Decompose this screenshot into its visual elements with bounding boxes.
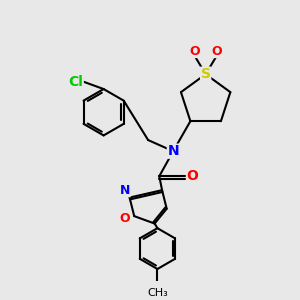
Text: N: N bbox=[167, 144, 179, 158]
Text: N: N bbox=[120, 184, 130, 197]
Text: O: O bbox=[189, 44, 200, 58]
Text: CH₃: CH₃ bbox=[147, 289, 168, 298]
Text: Cl: Cl bbox=[68, 75, 83, 88]
Text: S: S bbox=[201, 67, 211, 81]
Text: O: O bbox=[120, 212, 130, 225]
Text: O: O bbox=[212, 44, 222, 58]
Text: O: O bbox=[187, 169, 199, 183]
